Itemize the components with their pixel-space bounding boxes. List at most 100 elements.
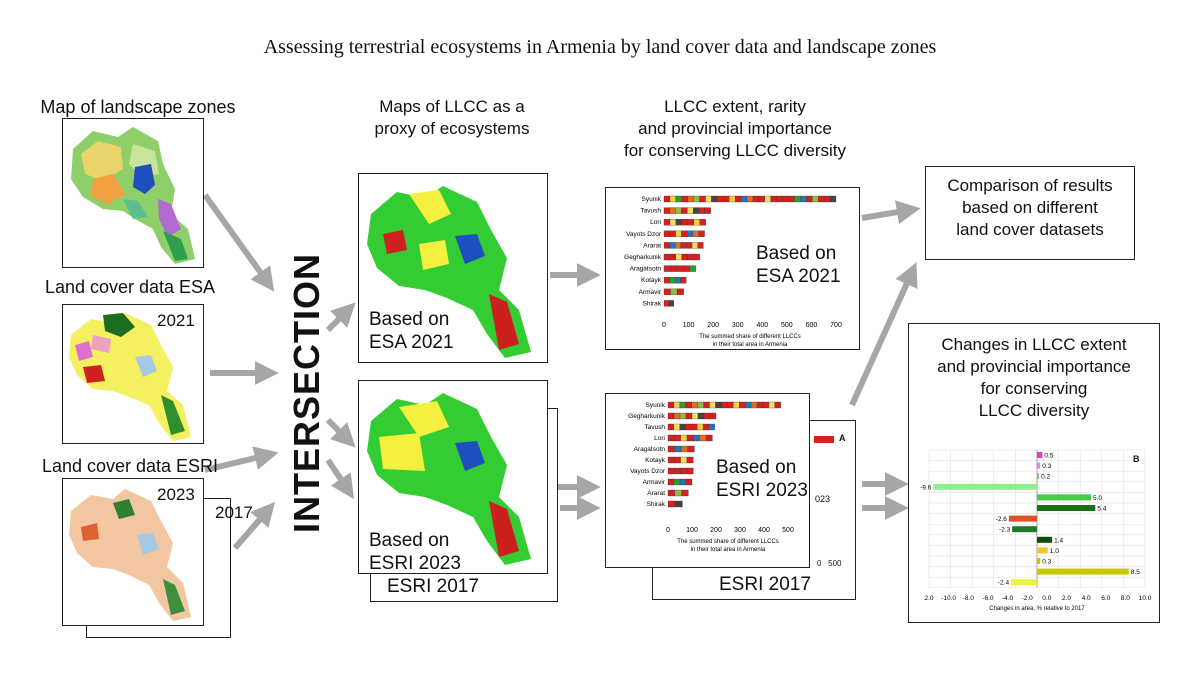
bar-segment-5-1 [669, 253, 677, 261]
bar-segment-7-0 [663, 277, 670, 284]
bar-segment-0-13 [740, 195, 748, 203]
esri-chart-overlay-line1: Based on [716, 457, 797, 478]
change-value-label-0: 0.5 [1044, 453, 1053, 460]
comparison-box: Comparison of results based on different… [925, 166, 1135, 260]
bar-segment-3-3 [686, 434, 694, 442]
bar-segment-0-4 [691, 401, 698, 409]
bar-segment-1-1 [669, 207, 676, 214]
change-x-tick-11: 10.0 [1139, 595, 1152, 602]
bar-segment-0-0 [667, 401, 675, 409]
category-label-8: Ararat [647, 490, 665, 497]
bar-segment-0-9 [717, 195, 724, 203]
bar-segment-0-12 [735, 195, 742, 203]
esri-chart-overlay: Based on ESRI 2023 [716, 456, 808, 502]
change-value-label-9: 1.0 [1050, 548, 1059, 555]
bar-segment-0-2 [675, 195, 682, 203]
change-bar-8 [1037, 536, 1053, 543]
bar-segment-7-3 [685, 478, 693, 486]
bar-segment-0-12 [739, 401, 746, 409]
esri-input-label: Land cover data ESRI [41, 456, 219, 476]
landscape-zones-image [71, 127, 195, 264]
bar-segment-2-3 [685, 423, 692, 431]
change-bar-11 [1037, 568, 1129, 575]
bar-segment-3-4 [687, 230, 694, 237]
change-value-label-8: 1.4 [1054, 537, 1063, 544]
x-axis-label-line2: in their total area in Armenia [713, 342, 788, 348]
category-label-2: Lori [650, 219, 661, 226]
comparison-line3: land cover datasets [956, 220, 1104, 239]
esri-2017-map-caption: ESRI 2017 [387, 576, 479, 597]
bar-segment-0-20 [782, 195, 789, 203]
bar-segment-0-6 [703, 401, 710, 409]
bar-segment-3-6 [698, 230, 705, 237]
bar-segment-5-3 [681, 253, 688, 261]
x-tick-2: 200 [707, 322, 719, 329]
change-bar-2 [1037, 473, 1040, 480]
bar-segment-9-1 [668, 300, 674, 307]
x-tick-3: 300 [732, 322, 744, 329]
comparison-line1: Comparison of results [947, 176, 1113, 195]
bar-segment-3-3 [681, 230, 688, 237]
bar-segment-0-0 [663, 195, 671, 203]
llcc-map-esa-image [367, 186, 531, 358]
arrow-intersection-to-esri-map [325, 417, 356, 448]
bar-segment-5-3 [686, 456, 694, 464]
maps-heading-line1: Maps of LLCC as a [379, 97, 525, 116]
bar-segment-1-4 [687, 207, 694, 214]
bar-segment-8-2 [676, 288, 684, 295]
bar-segment-7-1 [669, 277, 676, 284]
esa-chart-overlay-line2: ESA 2021 [756, 266, 841, 287]
esa-year-label: 2021 [157, 311, 195, 330]
esri-map-caption-line2: ESRI 2023 [369, 553, 461, 574]
bar-segment-2-0 [663, 219, 671, 226]
bar-segment-0-8 [715, 401, 722, 409]
bar-segment-0-7 [705, 195, 712, 203]
change-x-tick-0: 2.0 [924, 595, 933, 602]
change-x-tick-9: 6.0 [1101, 595, 1110, 602]
bar-segment-1-1 [673, 412, 681, 420]
arrow-esri2017-to-intersection [232, 501, 276, 550]
changes-line2: and provincial importance [937, 357, 1131, 376]
category-label-9: Shirak [647, 501, 666, 508]
bar-segment-9-1 [675, 500, 683, 508]
changes-panel-letter: B [1133, 454, 1140, 464]
bar-segment-4-2 [675, 242, 681, 249]
change-value-label-10: 0.3 [1042, 559, 1051, 566]
esa-map-caption-line1: Based on [369, 309, 450, 330]
esri-map-caption: Based on ESRI 2023 [369, 529, 461, 575]
arrow-landscape-to-intersection [202, 193, 275, 292]
category-label-6: Aragatsotn [630, 266, 662, 273]
change-bar-4 [1037, 494, 1091, 501]
bar-segment-0-1 [669, 195, 677, 203]
esri-2017-chart-panel-letter: A [839, 433, 846, 443]
bar-segment-2-3 [681, 219, 689, 226]
bar-segment-2-2 [679, 423, 686, 431]
bar-segment-3-2 [675, 230, 682, 237]
esri-land-cover-map: 2023 [62, 478, 204, 626]
bar-segment-9-0 [667, 500, 676, 508]
change-value-label-1: 0.3 [1042, 463, 1051, 470]
bar-segment-0-15 [752, 195, 760, 203]
llcc-map-esa: Based on ESA 2021 [358, 173, 548, 363]
change-bar-10 [1037, 558, 1041, 564]
bar-segment-2-1 [673, 423, 680, 431]
charts-heading: LLCC extent, rarity and provincial impor… [600, 96, 870, 162]
bar-segment-4-3 [680, 242, 687, 249]
bar-segment-0-22 [794, 195, 801, 203]
bar-segment-2-0 [667, 423, 674, 431]
changes-chart: 0.5 0.3 0.2 -9.6 5.0 5.4 -2.6 -2.3 1.4 1.0 0.3 8.5 -… [920, 449, 1152, 612]
bar-segment-1-7 [709, 412, 717, 420]
bar-segment-0-17 [768, 401, 776, 409]
esri-2017-chart-partial-tick: 023 [815, 494, 831, 504]
change-value-label-11: 8.5 [1131, 569, 1140, 576]
esri-chart: Syunik Gegharkunik Tavush Lori Aragatsotn Kot… [628, 401, 794, 553]
bar-segment-1-0 [667, 412, 675, 420]
arrow-intersection-to-esa-map [325, 302, 356, 333]
change-x-tick-1: -10.0 [941, 595, 956, 602]
category-label-4: Ararat [643, 242, 661, 249]
bar-segment-1-5 [697, 412, 705, 420]
bar-segment-2-1 [669, 219, 677, 226]
bar-segment-4-1 [669, 242, 676, 249]
bar-segment-3-0 [663, 230, 670, 237]
